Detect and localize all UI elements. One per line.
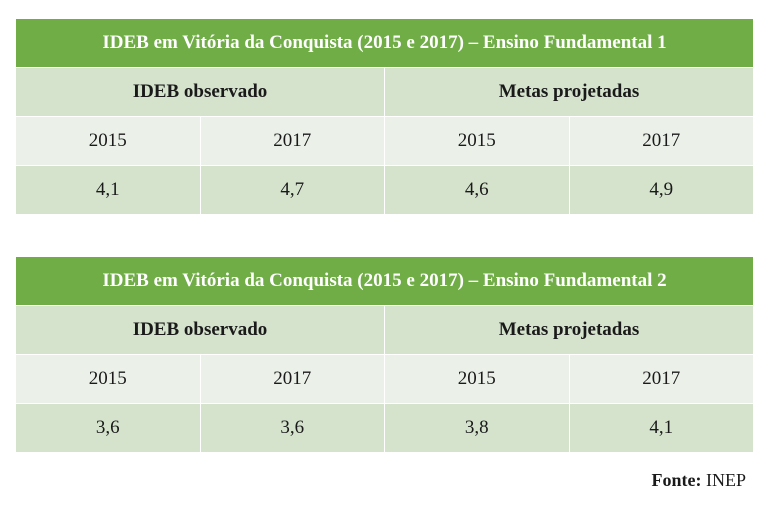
value-cell: 4,1 bbox=[15, 165, 201, 215]
value-cell: 4,1 bbox=[568, 403, 754, 453]
header-ideb-observado: IDEB observado bbox=[15, 305, 385, 355]
table-row: 4,1 4,7 4,6 4,9 bbox=[15, 165, 754, 215]
header-ideb-observado: IDEB observado bbox=[15, 67, 385, 117]
value-cell: 3,8 bbox=[384, 403, 570, 453]
table-title: IDEB em Vitória da Conquista (2015 e 201… bbox=[15, 18, 754, 68]
header-metas-projetadas: Metas projetadas bbox=[384, 305, 754, 355]
value-cell: 4,7 bbox=[199, 165, 385, 215]
source-label: Fonte: bbox=[651, 470, 702, 490]
source-note: Fonte: INEP bbox=[652, 470, 746, 491]
table-row: 3,6 3,6 3,8 4,1 bbox=[15, 403, 754, 453]
year-cell: 2015 bbox=[384, 116, 570, 166]
year-cell: 2017 bbox=[568, 354, 754, 404]
table-title: IDEB em Vitória da Conquista (2015 e 201… bbox=[15, 256, 754, 306]
table-row: 2015 2017 2015 2017 bbox=[15, 116, 754, 166]
value-cell: 4,6 bbox=[384, 165, 570, 215]
value-cell: 3,6 bbox=[199, 403, 385, 453]
year-cell: 2015 bbox=[15, 116, 201, 166]
source-value: INEP bbox=[706, 470, 746, 490]
header-metas-projetadas: Metas projetadas bbox=[384, 67, 754, 117]
ideb-table-ensino-fundamental-2: IDEB em Vitória da Conquista (2015 e 201… bbox=[15, 256, 754, 453]
value-cell: 4,9 bbox=[568, 165, 754, 215]
ideb-table-ensino-fundamental-1: IDEB em Vitória da Conquista (2015 e 201… bbox=[15, 18, 754, 215]
value-cell: 3,6 bbox=[15, 403, 201, 453]
year-cell: 2017 bbox=[199, 116, 385, 166]
year-cell: 2017 bbox=[199, 354, 385, 404]
year-cell: 2017 bbox=[568, 116, 754, 166]
year-cell: 2015 bbox=[15, 354, 201, 404]
table-row: 2015 2017 2015 2017 bbox=[15, 354, 754, 404]
year-cell: 2015 bbox=[384, 354, 570, 404]
